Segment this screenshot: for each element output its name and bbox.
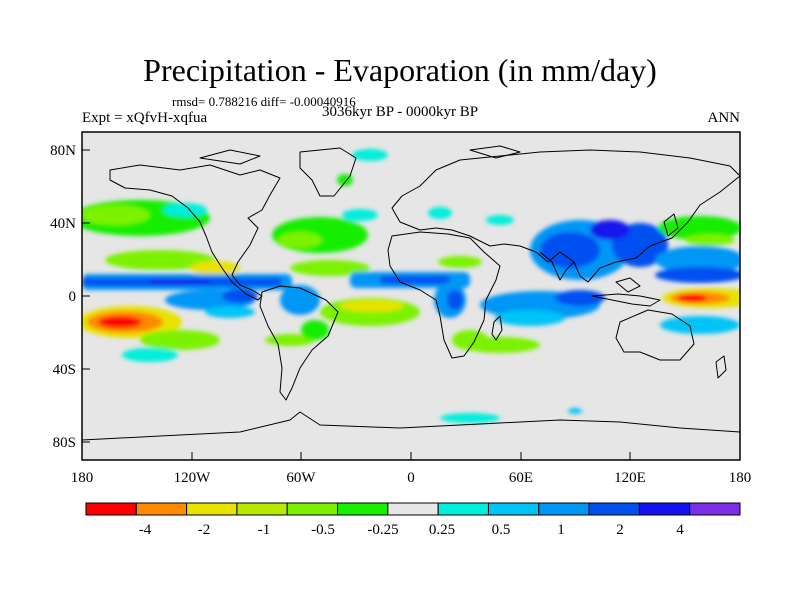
colorbar-label: 1 — [557, 522, 565, 538]
colorbar-box — [186, 502, 238, 516]
borneo-coast — [615, 277, 641, 293]
colorbar-box — [588, 502, 640, 516]
colorbar-label: -0.5 — [311, 522, 335, 538]
new-zealand-coast — [715, 355, 727, 379]
lon-label: 60E — [509, 470, 533, 486]
arctic-islands — [199, 145, 521, 165]
map-title: Precipitation - Evaporation (in mm/day) — [143, 52, 657, 88]
colorbar-box — [135, 502, 188, 516]
africa-coast — [387, 231, 501, 359]
lat-label: 80N — [50, 143, 76, 159]
coastlines — [82, 145, 740, 441]
lon-label: 180 — [71, 470, 94, 486]
eurasia-coast — [391, 149, 740, 283]
colorbar-label: 2 — [616, 522, 624, 538]
lon-label: 0 — [407, 470, 415, 486]
colorbar-label: -0.25 — [367, 522, 398, 538]
colorbar-box — [85, 502, 137, 516]
colorbar-box — [689, 502, 741, 516]
colorbar-label: -2 — [198, 522, 211, 538]
lat-label: 40N — [50, 216, 76, 232]
colorbar-box — [538, 502, 590, 516]
stats-text: rmsd= 0.788216 diff= -0.00040916 — [172, 94, 356, 109]
lon-label: 120W — [174, 470, 212, 486]
colorbar-box — [387, 502, 439, 516]
greenland-coast — [299, 147, 357, 197]
colorbar-box — [487, 502, 540, 516]
indonesia-coast — [591, 293, 661, 307]
australia-coast — [615, 309, 695, 361]
north-america-coast — [109, 164, 281, 301]
colorbar-label: 0.5 — [492, 522, 511, 538]
colorbar-label: -1 — [258, 522, 271, 538]
lat-labels: 80N 40N 0 40S 80S — [50, 143, 76, 451]
lon-label: 120E — [614, 470, 646, 486]
colorbar-label: 0.25 — [429, 522, 455, 538]
lat-label: 40S — [53, 362, 76, 378]
colorbar-box — [337, 502, 389, 516]
colorbar-labels: -4 -2 -1 -0.5 -0.25 0.25 0.5 1 2 4 — [139, 522, 685, 538]
colorbar-label: -4 — [139, 522, 152, 538]
colorbar-box — [236, 502, 288, 516]
japan-coast — [663, 213, 679, 237]
antarctica-coast — [82, 411, 740, 441]
colorbar — [85, 502, 741, 516]
madagascar-coast — [491, 315, 503, 341]
india-coast — [539, 251, 575, 281]
experiment-label: Expt = xQfvH-xqfua — [82, 110, 208, 126]
period-label: 3036kyr BP - 0000kyr BP — [322, 104, 479, 120]
lon-label: 60W — [286, 470, 316, 486]
lat-label: 0 — [69, 289, 77, 305]
colorbar-label: 4 — [676, 522, 684, 538]
lon-label: 180 — [729, 470, 752, 486]
colorbar-box — [286, 502, 339, 516]
lon-labels: 180 120W 60W 0 60E 120E 180 — [71, 470, 752, 486]
season-label: ANN — [707, 110, 741, 126]
map-ticks — [81, 149, 741, 460]
colorbar-box — [638, 502, 691, 516]
pe-field — [82, 149, 740, 423]
colorbar-box — [437, 502, 489, 516]
south-america-coast — [259, 285, 339, 401]
lat-label: 80S — [53, 435, 76, 451]
